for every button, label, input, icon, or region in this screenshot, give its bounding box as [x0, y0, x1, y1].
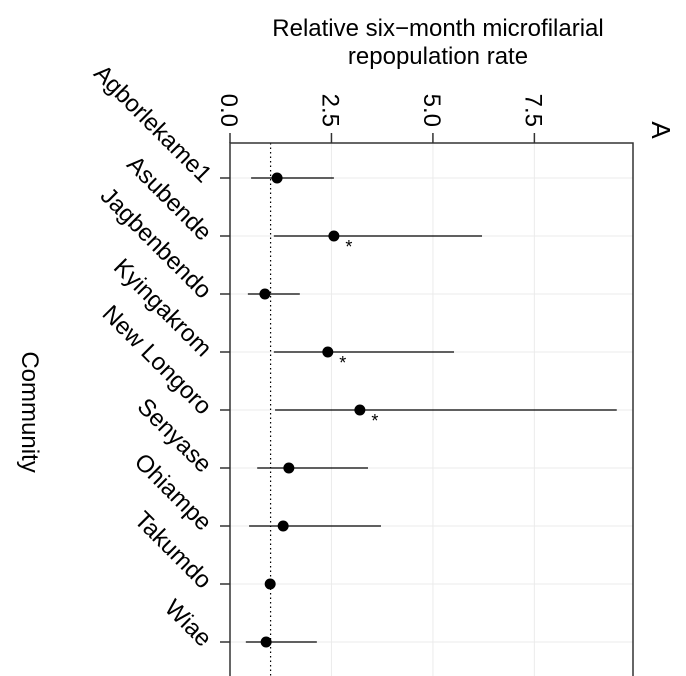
chart-title: Relative six−month microfilarial — [272, 15, 603, 42]
x-tick-label: 2.5 — [316, 94, 343, 127]
panel-tag: A — [646, 121, 676, 139]
point — [271, 172, 283, 184]
point — [283, 462, 295, 474]
point — [322, 346, 334, 358]
point — [277, 520, 289, 532]
point — [328, 230, 340, 242]
significance-label: * — [345, 237, 352, 257]
x-tick-label: 7.5 — [519, 94, 546, 127]
point — [259, 288, 271, 300]
significance-label: * — [371, 411, 378, 431]
point — [260, 636, 272, 648]
point — [354, 404, 366, 416]
chart-title: repopulation rate — [348, 43, 528, 70]
x-tick-label: 5.0 — [418, 94, 445, 127]
x-tick-label: 0.0 — [215, 94, 242, 127]
point — [264, 578, 276, 590]
y-axis-title: Community — [16, 351, 43, 472]
y-tick-label: Wiae — [159, 594, 217, 652]
significance-label: * — [339, 353, 346, 373]
